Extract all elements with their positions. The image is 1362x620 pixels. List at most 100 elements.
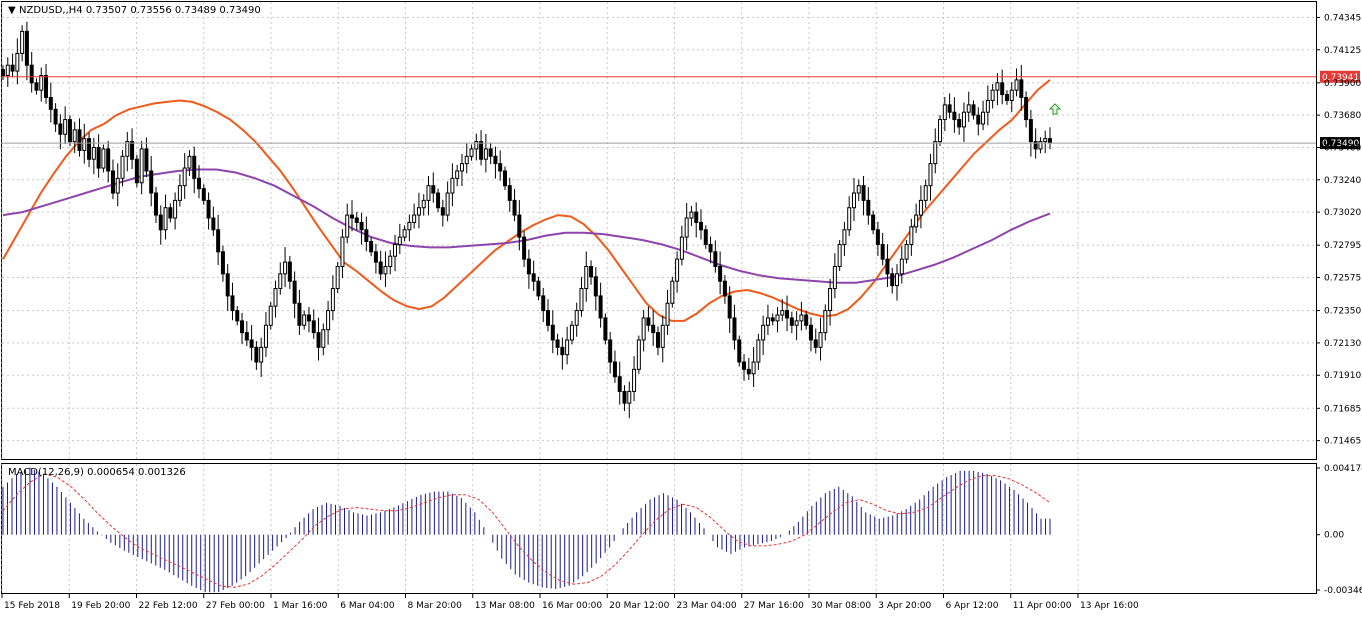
candle [383, 251, 388, 288]
candle [373, 243, 378, 274]
candle [330, 275, 335, 321]
candle [106, 141, 111, 183]
candle [952, 97, 957, 133]
level-price-tag [1320, 70, 1360, 83]
candle [139, 141, 144, 195]
candle [751, 347, 756, 387]
time-tick-label: 27 Mar 16:00 [744, 601, 804, 611]
price-tick-label: 0.73240 [1324, 176, 1361, 186]
candle [675, 251, 680, 293]
candle [579, 277, 584, 317]
candle [488, 142, 493, 165]
candle [340, 229, 345, 278]
candle [1014, 68, 1019, 97]
candle [1000, 69, 1005, 105]
candle [211, 206, 216, 236]
candle [192, 146, 197, 194]
candle [1, 65, 5, 80]
price-tick-label: 0.73460 [1324, 143, 1361, 153]
candle [1004, 90, 1009, 105]
candle [225, 264, 230, 311]
candle [918, 185, 923, 229]
candle [775, 307, 780, 333]
candle [1024, 91, 1029, 128]
price-tick-label: 0.71465 [1324, 437, 1361, 447]
candle [273, 280, 278, 318]
candle [206, 192, 211, 230]
candle [799, 301, 804, 331]
candle [708, 236, 713, 264]
candle [230, 282, 235, 321]
price-tick-label: 0.74345 [1324, 13, 1361, 23]
candle [914, 203, 919, 233]
candle [574, 302, 579, 337]
time-tick-label: 1 Mar 16:00 [273, 601, 328, 611]
candle [875, 221, 880, 256]
candle [302, 310, 307, 330]
time-tick-label: 3 Apr 20:00 [878, 601, 931, 611]
candle [522, 230, 527, 268]
candle [794, 311, 799, 341]
candle [526, 249, 531, 289]
candle [125, 131, 130, 172]
candle [789, 311, 794, 334]
candle [598, 282, 603, 328]
candle [632, 356, 637, 402]
time-tick-label: 15 Feb 2018 [4, 601, 60, 611]
time-tick-label: 30 Mar 08:00 [811, 601, 871, 611]
candle [651, 310, 656, 346]
candle [617, 361, 622, 405]
candle [756, 333, 761, 370]
candle [627, 381, 632, 419]
candle [268, 301, 273, 330]
candle [182, 153, 187, 199]
price-panel-frame [1, 1, 1317, 460]
candle [110, 159, 115, 200]
time-tick-label: 16 Mar 00:00 [542, 601, 602, 611]
candle [718, 251, 723, 295]
current-price-label: 0.73490 [1322, 139, 1359, 149]
candle [101, 144, 106, 173]
level-price-label: 0.73941 [1322, 73, 1359, 83]
price-tick-label: 0.73680 [1324, 111, 1361, 121]
candle [899, 245, 904, 284]
candle [957, 113, 962, 135]
candle [345, 203, 350, 244]
candle [780, 299, 785, 322]
candle [866, 187, 871, 225]
candle [933, 128, 938, 174]
candle [660, 315, 665, 363]
price-tick-label: 0.73020 [1324, 208, 1361, 218]
candle [378, 250, 383, 281]
candle [249, 324, 254, 361]
candle [67, 115, 72, 147]
candle [263, 312, 268, 358]
candle [909, 218, 914, 256]
candle [589, 260, 594, 285]
candle [679, 225, 684, 266]
candle [880, 232, 885, 266]
price-title-triangle-icon: ▼ [8, 5, 16, 16]
candle [565, 326, 570, 365]
candle [813, 328, 818, 354]
candle [703, 225, 708, 249]
slow-moving-average-line [2, 168, 1051, 284]
candle [479, 130, 484, 166]
up-arrow-icon [1048, 103, 1062, 115]
candle [34, 78, 39, 95]
price-tick-label: 0.72575 [1324, 274, 1361, 284]
candle [5, 57, 10, 87]
candle [612, 350, 617, 383]
price-tick-label: 0.71910 [1324, 371, 1361, 381]
candle [412, 203, 417, 229]
candle [804, 310, 809, 330]
candle [450, 163, 455, 207]
candle [856, 179, 861, 201]
candle [20, 25, 25, 62]
candle [942, 96, 947, 132]
price-tick-label: 0.72350 [1324, 307, 1361, 317]
candle [63, 106, 68, 144]
candle [220, 245, 225, 282]
candle [531, 260, 536, 291]
candle [976, 107, 981, 136]
